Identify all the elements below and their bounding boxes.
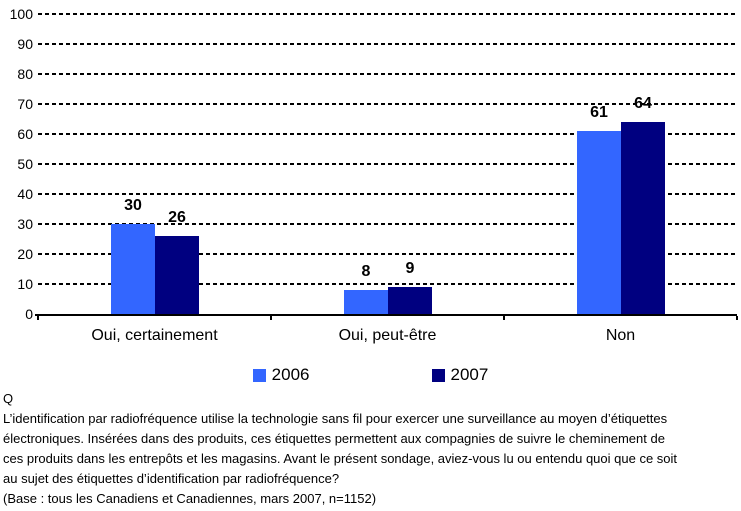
x-axis-tick [736,316,738,320]
gridline [38,253,737,255]
bar-value-label: 26 [168,209,186,226]
legend-label: 2007 [450,365,489,384]
question-text-line: ces produits dans les entrepôts et les m… [3,451,678,466]
category-axis-label: Non [605,327,636,344]
y-axis-tick-label: 100 [9,6,33,22]
bar-value-label: 61 [590,104,608,121]
bar-2007 [155,236,199,314]
legend-item-2007: 2007 [431,365,489,385]
y-axis-tick-label: 70 [17,96,33,112]
x-axis-tick [270,316,272,320]
footnote: Q L’identification par radiofréquence ut… [3,389,741,509]
grouped-bar-chart: 0 10 20 30 40 50 60 70 80 90 100 30 26 Oui, certainem… [9,6,738,344]
category-axis-label: Oui, peut-être [338,327,437,344]
x-axis-tick [37,316,39,320]
x-axis-tick [503,316,505,320]
y-axis-tick-label: 30 [17,216,33,232]
legend-item-2006: 2006 [252,365,310,385]
bar-value-label: 30 [124,197,142,214]
y-axis-tick-label: 90 [17,36,33,52]
chart-legend: 2006 2007 [0,365,741,385]
question-text-line: électroniques. Insérées dans des produit… [3,431,665,446]
legend-color-swatch [252,368,266,382]
bar-2006 [111,224,155,314]
gridline [38,223,737,225]
gridline [38,163,737,165]
bar-2006 [344,290,388,314]
bar-value-label: 64 [634,95,652,112]
question-text-line: L’identification par radiofréquence util… [3,411,668,426]
legend-color-swatch [431,368,445,382]
gridline [38,13,737,15]
y-axis-tick-label: 60 [17,126,33,142]
question-text-line: au sujet des étiquettes d’identification… [3,471,340,486]
bar-2007 [621,122,665,314]
category-axis-label: Oui, certainement [91,327,218,344]
bar-2007 [388,287,432,314]
y-axis-tick-label: 50 [17,156,33,172]
gridline [38,193,737,195]
y-axis-tick-label: 20 [17,246,33,262]
y-axis-tick-label: 80 [17,66,33,82]
x-axis-line [35,314,737,316]
gridline [38,283,737,285]
gridline [38,43,737,45]
bar-2006 [577,131,621,314]
gridline [38,73,737,75]
y-axis-tick-label: 10 [17,276,33,292]
y-axis-tick-label: 0 [25,306,33,322]
gridline [38,133,737,135]
gridline [38,103,737,105]
legend-label: 2006 [271,365,310,384]
question-label: Q [3,391,14,406]
y-axis-tick-label: 40 [17,186,33,202]
base-note: (Base : tous les Canadiens et Canadienne… [3,491,377,506]
bar-value-label: 8 [361,263,371,280]
bar-value-label: 9 [405,260,415,277]
